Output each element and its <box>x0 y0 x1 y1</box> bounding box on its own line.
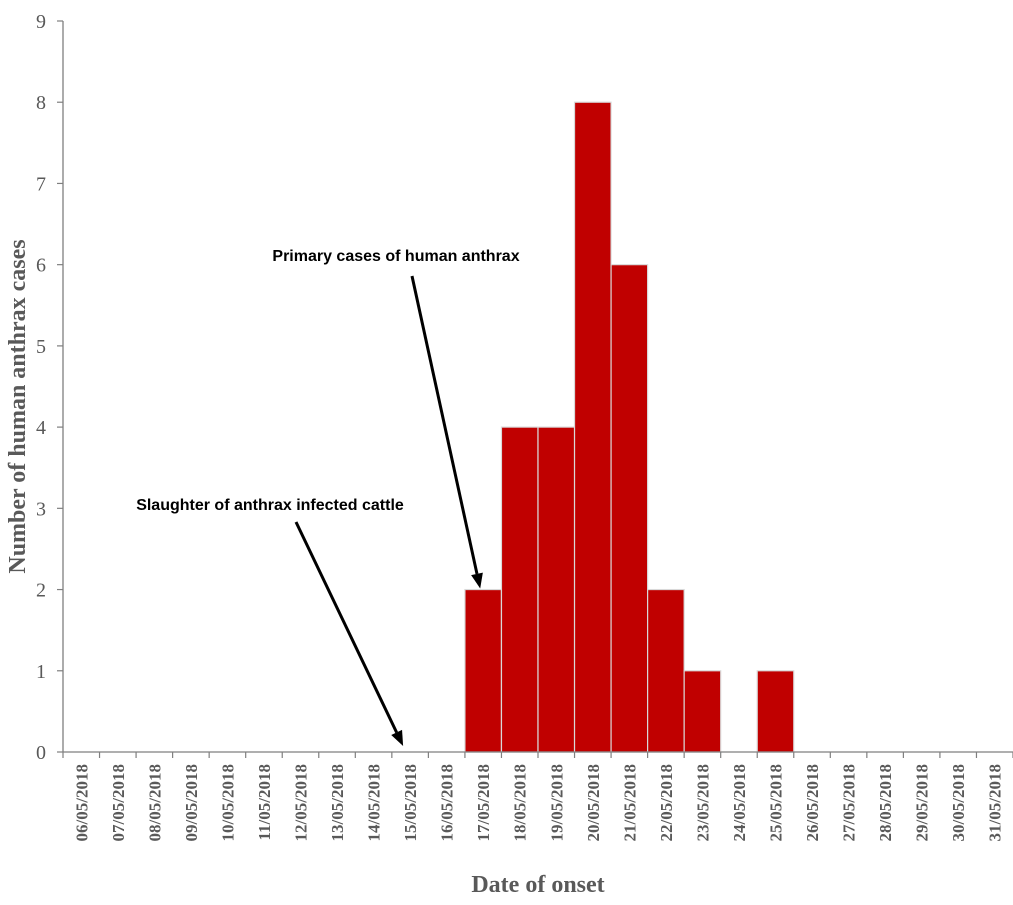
annotation-primary-arrowhead <box>471 572 483 589</box>
x-tick-label-08-05-2018: 08/05/2018 <box>145 764 164 841</box>
x-tick-label-30-05-2018: 30/05/2018 <box>949 764 968 841</box>
x-tick-label-27-05-2018: 27/05/2018 <box>840 764 859 841</box>
x-tick-label-31-05-2018: 31/05/2018 <box>986 764 1005 841</box>
x-tick-label-23-05-2018: 23/05/2018 <box>693 764 712 841</box>
x-tick-label-25-05-2018: 25/05/2018 <box>767 764 786 841</box>
bar-22-05-2018 <box>647 588 685 753</box>
bar-23-05-2018 <box>683 670 722 753</box>
y-tick-label-3: 3 <box>36 498 46 520</box>
axis-labels-layer: Date of onset Number of human anthrax ca… <box>5 239 605 898</box>
x-tick-label-18-05-2018: 18/05/2018 <box>511 764 530 841</box>
x-tick-label-22-05-2018: 22/05/2018 <box>657 764 676 841</box>
x-ticks-layer: 06/05/2018 07/05/2018 08/05/2018 09/05/2018… <box>62 752 1013 841</box>
y-tick-label-7: 7 <box>36 173 46 195</box>
y-tick-label-6: 6 <box>36 255 46 277</box>
y-tick-label-8: 8 <box>36 92 46 114</box>
annotation-primary-arrow <box>410 275 479 575</box>
annotation-slaughter-arrow <box>294 521 398 734</box>
bars-layer <box>464 101 795 753</box>
bar-20-05-2018 <box>573 101 612 753</box>
annotation-slaughter-arrowhead <box>391 729 404 746</box>
x-tick-label-10-05-2018: 10/05/2018 <box>218 764 237 841</box>
x-tick-label-07-05-2018: 07/05/2018 <box>109 764 128 841</box>
x-tick-label-13-05-2018: 13/05/2018 <box>328 764 347 841</box>
x-tick-label-11-05-2018: 11/05/2018 <box>255 764 274 841</box>
y-tick-label-0: 0 <box>36 742 46 764</box>
x-tick-label-28-05-2018: 28/05/2018 <box>876 764 895 841</box>
x-tick-label-06-05-2018: 06/05/2018 <box>72 764 91 841</box>
y-axis-title: Number of human anthrax cases <box>5 239 31 573</box>
bar-19-05-2018 <box>537 426 576 753</box>
y-tick-label-5: 5 <box>36 336 46 358</box>
y-tick-label-4: 4 <box>36 417 46 439</box>
x-tick-label-24-05-2018: 24/05/2018 <box>730 764 749 841</box>
y-tick-label-1: 1 <box>36 661 46 683</box>
x-tick-label-19-05-2018: 19/05/2018 <box>547 764 566 841</box>
bar-18-05-2018 <box>500 426 539 753</box>
x-tick-label-14-05-2018: 14/05/2018 <box>365 764 384 841</box>
y-tick-label-2: 2 <box>36 580 46 602</box>
bar-25-05-2018 <box>756 670 795 753</box>
x-tick-label-15-05-2018: 15/05/2018 <box>401 764 420 841</box>
annotations-layer: Primary cases of human anthrax Slaughter… <box>136 248 520 746</box>
x-axis-title: Date of onset <box>471 872 604 898</box>
x-tick-label-29-05-2018: 29/05/2018 <box>913 764 932 841</box>
y-ticks-layer: 0 1 2 3 4 5 6 7 8 9 <box>36 11 63 764</box>
bar-21-05-2018 <box>610 264 649 753</box>
x-tick-label-20-05-2018: 20/05/2018 <box>584 764 603 841</box>
annotation-primary-cases: Primary cases of human anthrax <box>272 248 519 265</box>
x-tick-label-26-05-2018: 26/05/2018 <box>803 764 822 841</box>
x-tick-label-21-05-2018: 21/05/2018 <box>620 764 639 841</box>
annotation-slaughter-cattle: Slaughter of anthrax infected cattle <box>136 497 404 514</box>
y-tick-label-9: 9 <box>36 11 46 33</box>
x-tick-label-12-05-2018: 12/05/2018 <box>292 764 311 841</box>
x-tick-label-17-05-2018: 17/05/2018 <box>474 764 493 841</box>
x-tick-label-09-05-2018: 09/05/2018 <box>182 764 201 841</box>
x-tick-label-16-05-2018: 16/05/2018 <box>438 764 457 841</box>
bar-17-05-2018 <box>464 588 503 753</box>
